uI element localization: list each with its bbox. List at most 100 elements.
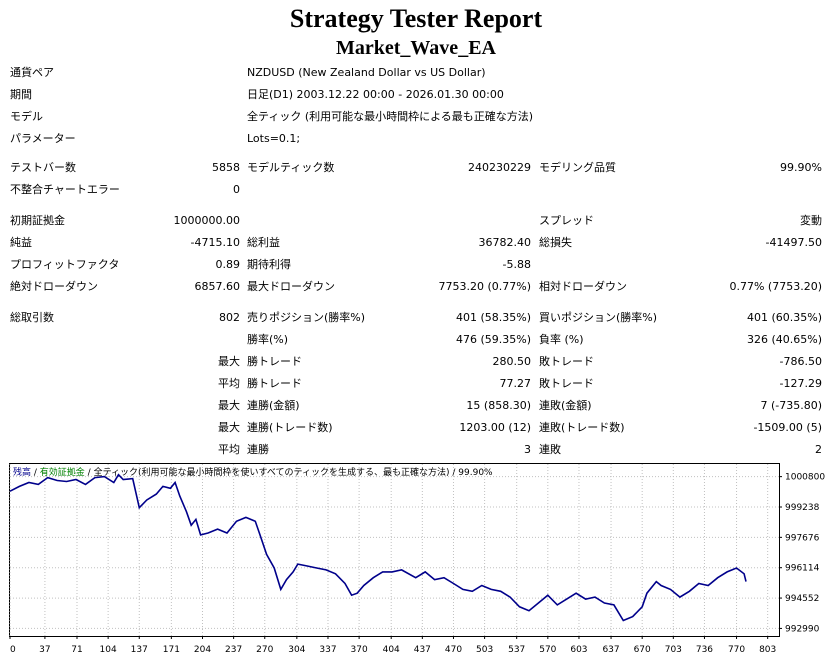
gross-profit-label: 総利益 bbox=[247, 236, 280, 249]
period-value: 日足(D1) 2003.12.22 00:00 - 2026.01.30 00:… bbox=[247, 88, 504, 101]
params-label: パラメーター bbox=[10, 132, 76, 145]
x-tick-label: 337 bbox=[319, 645, 336, 655]
short-positions-value: 401 (58.35%) bbox=[455, 311, 531, 324]
x-tick-label: 537 bbox=[508, 645, 525, 655]
ticks-label: モデルティック数 bbox=[247, 161, 335, 174]
y-tick-label: 992990 bbox=[785, 624, 820, 634]
balance-chart: 0 37 71 104 137 171 204 237 270 304 337 370 404 437 47… bbox=[8, 462, 826, 660]
x-tick-label: 503 bbox=[476, 645, 493, 655]
legend-equity: 有効証拠金 bbox=[40, 466, 85, 478]
quality-value: 99.90% bbox=[780, 161, 822, 174]
max-consec-label: 最大 bbox=[218, 399, 240, 412]
x-tick-label: 770 bbox=[728, 645, 745, 655]
ticks-value: 240230229 bbox=[468, 161, 531, 174]
period-label: 期間 bbox=[10, 88, 32, 101]
profit-factor-value: 0.89 bbox=[215, 258, 241, 271]
symbol-value: NZDUSD (New Zealand Dollar vs US Dollar) bbox=[247, 66, 486, 79]
y-tick-label: 994552 bbox=[785, 594, 819, 604]
max-consec-loss-count-label: 連敗(トレード数) bbox=[539, 421, 625, 434]
max-consec-profit-label: 連勝(トレード数) bbox=[247, 421, 333, 434]
x-tick-label: 803 bbox=[759, 645, 776, 655]
largest-loss-value: -786.50 bbox=[779, 355, 822, 368]
gross-profit-value: 36782.40 bbox=[478, 236, 532, 249]
long-positions-label: 買いポジション(勝率%) bbox=[539, 311, 658, 324]
avg-consec-losses-value: 2 bbox=[815, 443, 822, 456]
average-profit-label: 勝トレード bbox=[247, 377, 302, 390]
rel-drawdown-label: 相対ドローダウン bbox=[539, 280, 627, 293]
x-tick-label: 437 bbox=[414, 645, 431, 655]
x-tick-label: 637 bbox=[602, 645, 619, 655]
average-label: 平均 bbox=[218, 377, 240, 390]
max-drawdown-value: 7753.20 (0.77%) bbox=[438, 280, 531, 293]
params-value: Lots=0.1; bbox=[247, 132, 301, 145]
gross-loss-label: 総損失 bbox=[539, 236, 572, 249]
x-tick-label: 570 bbox=[539, 645, 556, 655]
model-label: モデル bbox=[10, 110, 43, 123]
report-title: Strategy Tester Report bbox=[289, 4, 543, 33]
spread-label: スプレッド bbox=[539, 214, 594, 227]
x-tick-label: 104 bbox=[100, 645, 117, 655]
legend-sep-2: / bbox=[85, 468, 94, 478]
win-rate-value: 476 (59.35%) bbox=[455, 333, 531, 346]
max-consec-loss-count-value: -1509.00 (5) bbox=[753, 421, 822, 434]
net-profit-label: 純益 bbox=[10, 236, 32, 249]
average-loss-value: -127.29 bbox=[779, 377, 822, 390]
quality-label: モデリング品質 bbox=[539, 161, 616, 174]
max-consec-losses-value: 7 (-735.80) bbox=[760, 399, 822, 412]
total-trades-label: 総取引数 bbox=[10, 311, 54, 324]
y-tick-label: 996114 bbox=[785, 564, 820, 574]
legend-quality: 99.90% bbox=[458, 468, 493, 478]
largest-profit-value: 280.50 bbox=[492, 355, 532, 368]
total-trades-value: 802 bbox=[219, 311, 240, 324]
x-tick-label: 0 bbox=[10, 645, 16, 655]
x-tick-label: 736 bbox=[696, 645, 713, 655]
expected-payoff-label: 期待利得 bbox=[247, 258, 291, 271]
x-tick-label: 237 bbox=[225, 645, 242, 655]
largest-profit-label: 勝トレード bbox=[247, 355, 302, 368]
legend-sep-1: / bbox=[31, 468, 40, 478]
win-rate-label: 勝率(%) bbox=[247, 333, 289, 346]
max-consec-losses-label: 連敗(金額) bbox=[539, 399, 592, 412]
max-consec-wins-label: 連勝(金額) bbox=[247, 399, 300, 412]
bars-value: 5858 bbox=[212, 161, 240, 174]
abs-drawdown-label: 絶対ドローダウン bbox=[10, 280, 98, 293]
x-tick-label: 270 bbox=[256, 645, 273, 655]
abs-drawdown-value: 6857.60 bbox=[194, 280, 241, 293]
plot-frame bbox=[9, 463, 780, 637]
x-tick-label: 171 bbox=[163, 645, 180, 655]
long-positions-value: 401 (60.35%) bbox=[746, 311, 822, 324]
y-tick-label: 997676 bbox=[785, 533, 820, 543]
max-drawdown-label: 最大ドローダウン bbox=[247, 280, 335, 293]
average-loss-label: 敗トレード bbox=[539, 377, 594, 390]
bars-label: テストバー数 bbox=[10, 161, 76, 174]
avg-consec-losses-label: 連敗 bbox=[539, 443, 561, 456]
max-consec-profit-value: 1203.00 (12) bbox=[459, 421, 531, 434]
net-profit-value: -4715.10 bbox=[190, 236, 240, 249]
x-tick-label: 37 bbox=[39, 645, 50, 655]
x-tick-label: 470 bbox=[445, 645, 462, 655]
balance-line bbox=[9, 473, 747, 622]
spread-value: 変動 bbox=[800, 214, 822, 227]
average-profit-value: 77.27 bbox=[499, 377, 532, 390]
legend-sep-3: / bbox=[450, 468, 459, 478]
avg-consec-label: 平均 bbox=[218, 443, 240, 456]
x-tick-label: 137 bbox=[131, 645, 148, 655]
symbol-label: 通貨ペア bbox=[10, 66, 54, 79]
short-positions-label: 売りポジション(勝率%) bbox=[247, 311, 366, 324]
y-tick-label: 1000800 bbox=[785, 473, 825, 483]
rel-drawdown-value: 0.77% (7753.20) bbox=[729, 280, 822, 293]
legend-model: 全ティック(利用可能な最小時間枠を使いすべてのティックを生成する、最も正確な方法… bbox=[94, 466, 450, 478]
expected-payoff-value: -5.88 bbox=[502, 258, 531, 271]
legend-balance: 残高 bbox=[13, 466, 31, 478]
x-tick-label: 670 bbox=[634, 645, 651, 655]
largest-label: 最大 bbox=[218, 355, 240, 368]
loss-rate-value: 326 (40.65%) bbox=[746, 333, 822, 346]
mismatch-label: 不整合チャートエラー bbox=[10, 183, 120, 196]
x-tick-label: 703 bbox=[665, 645, 682, 655]
max-consec-count-label: 最大 bbox=[218, 421, 240, 434]
max-consec-wins-value: 15 (858.30) bbox=[466, 399, 531, 412]
largest-loss-label: 敗トレード bbox=[539, 355, 594, 368]
x-tick-label: 71 bbox=[71, 645, 82, 655]
report-subtitle: Market_Wave_EA bbox=[336, 37, 496, 59]
avg-consec-wins-label: 連勝 bbox=[247, 443, 269, 456]
